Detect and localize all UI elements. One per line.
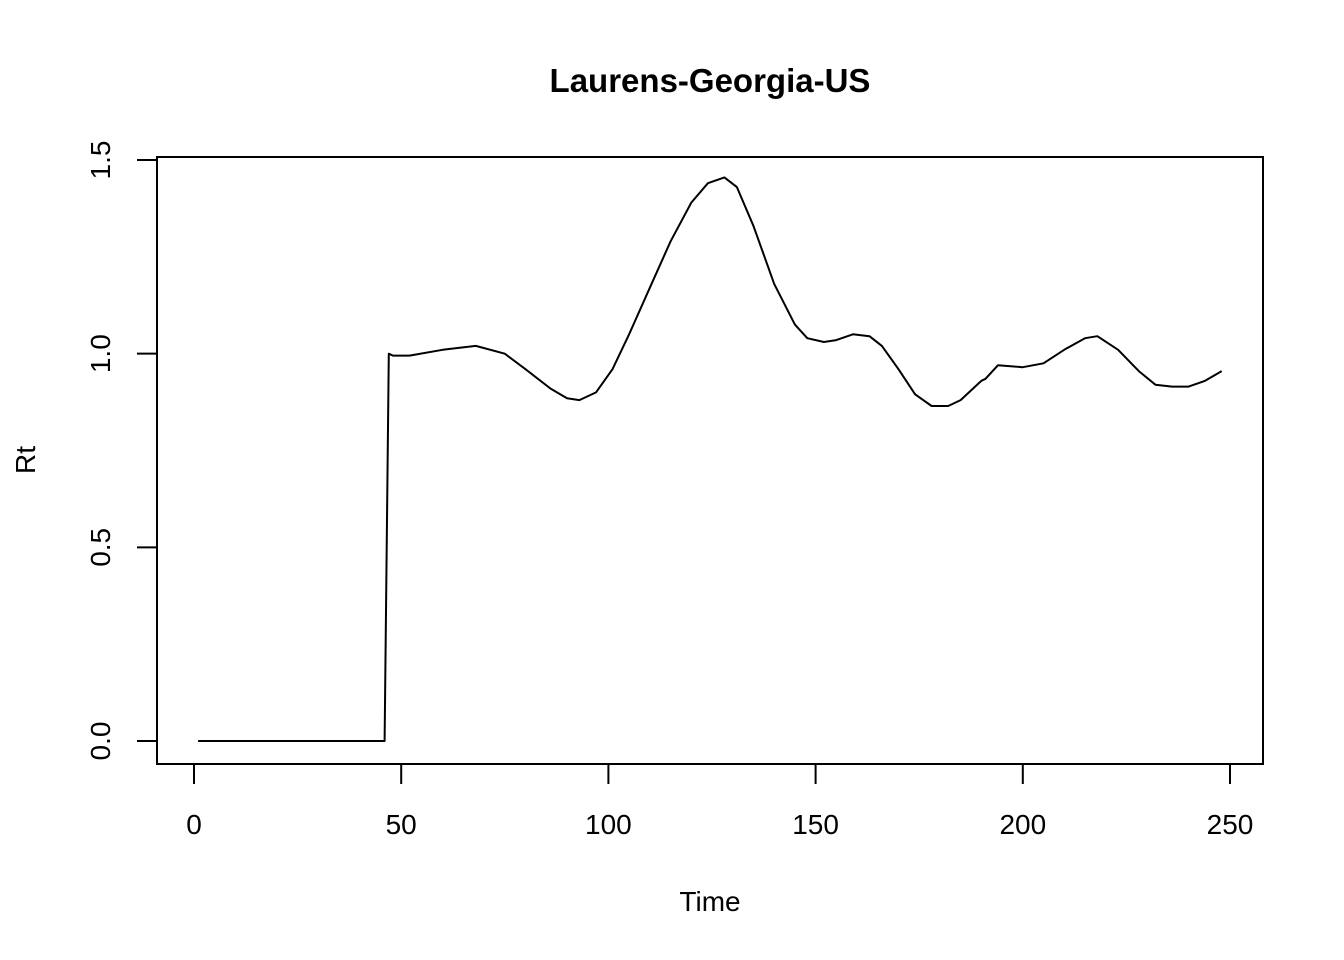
- y-axis: 0.0 0.5 1.0 1.5: [85, 141, 158, 761]
- x-tick-label: 100: [585, 809, 632, 840]
- y-tick-label: 1.0: [85, 334, 116, 373]
- x-axis: 0 50 100 150 200 250: [186, 763, 1254, 840]
- x-tick-label: 0: [186, 809, 202, 840]
- y-tick-label: 1.5: [85, 141, 116, 180]
- x-tick-label: 200: [999, 809, 1046, 840]
- y-tick-label: 0.5: [85, 528, 116, 567]
- x-tick-label: 50: [386, 809, 417, 840]
- y-axis-label: Rt: [10, 446, 41, 474]
- series-line: [198, 176, 1223, 742]
- plot-frame: [156, 156, 1264, 765]
- y-tick-label: 0.0: [85, 722, 116, 761]
- x-axis-label: Time: [679, 886, 740, 917]
- x-tick-label: 250: [1207, 809, 1254, 840]
- x-tick-label: 150: [792, 809, 839, 840]
- chart-title: Laurens-Georgia-US: [550, 62, 871, 99]
